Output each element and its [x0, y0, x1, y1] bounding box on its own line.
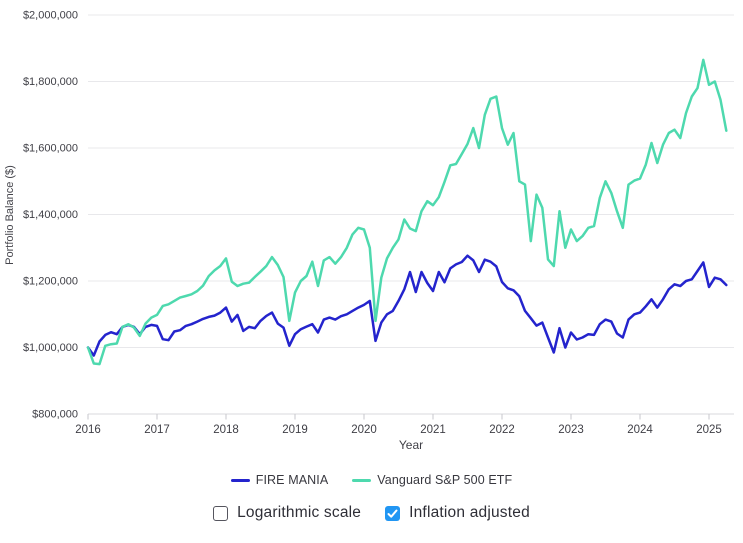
- inflation-adjusted-checkbox[interactable]: [385, 505, 401, 521]
- legend-item-fire-mania: FIRE MANIA: [230, 473, 329, 487]
- legend-label-vanguard: Vanguard S&P 500 ETF: [377, 473, 513, 487]
- legend-label-fire-mania: FIRE MANIA: [255, 473, 329, 487]
- chart-controls: Logarithmic scale Inflation adjusted: [0, 501, 743, 525]
- legend-item-vanguard: Vanguard S&P 500 ETF: [352, 473, 512, 487]
- y-tick-label: $1,200,000: [23, 276, 78, 288]
- x-tick-label: 2022: [489, 424, 515, 436]
- vanguard-line-swatch: [352, 478, 372, 482]
- chart-legend: FIRE MANIA Vanguard S&P 500 ETF: [0, 471, 743, 489]
- x-tick-label: 2018: [213, 424, 239, 436]
- y-tick-label: $2,000,000: [23, 10, 78, 22]
- x-tick-label: 2025: [696, 424, 722, 436]
- x-tick-label: 2020: [351, 424, 377, 436]
- portfolio-balance-chart: $800,000 $1,000,000 $1,200,000 $1,400,000 $1…: [4, 10, 734, 452]
- y-tick-label: $800,000: [32, 409, 78, 421]
- checkmark-icon: [387, 509, 398, 518]
- logarithmic-scale-checkbox[interactable]: [213, 505, 229, 521]
- x-tick-label: 2017: [144, 424, 170, 436]
- y-tick-label: $1,600,000: [23, 143, 78, 155]
- x-axis-ticks-labels: 2016 2017 2018 2019 2020 2021 2022 2023 2024 2025: [75, 414, 722, 436]
- x-tick-label: 2024: [627, 424, 653, 436]
- x-tick-label: 2023: [558, 424, 584, 436]
- line-fire-mania: [86, 254, 728, 357]
- x-tick-label: 2016: [75, 424, 101, 436]
- y-gridlines: [88, 14, 734, 415]
- inflation-adjusted-checkbox-control[interactable]: Inflation adjusted: [385, 504, 530, 522]
- x-tick-label: 2021: [420, 424, 446, 436]
- inflation-adjusted-label[interactable]: Inflation adjusted: [409, 504, 530, 521]
- y-tick-label: $1,400,000: [23, 209, 78, 221]
- x-axis-title: Year: [399, 438, 423, 452]
- y-tick-label: $1,000,000: [23, 342, 78, 354]
- y-axis-title: Portfolio Balance ($): [4, 165, 16, 265]
- x-tick-label: 2019: [282, 424, 308, 436]
- line-vanguard-sp500-etf: [86, 58, 728, 366]
- logarithmic-scale-checkbox-control[interactable]: Logarithmic scale: [213, 504, 361, 522]
- y-axis-tick-labels: $800,000 $1,000,000 $1,200,000 $1,400,000 $1…: [23, 10, 78, 421]
- fire-mania-line-swatch: [230, 478, 250, 482]
- logarithmic-scale-label[interactable]: Logarithmic scale: [237, 504, 362, 521]
- y-tick-label: $1,800,000: [23, 76, 78, 88]
